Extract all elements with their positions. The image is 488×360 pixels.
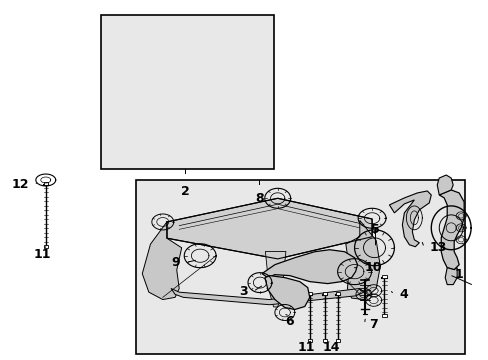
Bar (136, 180, 464, 354)
Bar (322, 292, 326, 294)
Text: 3: 3 (239, 285, 247, 298)
Polygon shape (345, 220, 380, 300)
Bar (101, 15, 273, 169)
Bar (335, 292, 339, 294)
Bar (44, 245, 48, 248)
Text: 12: 12 (11, 179, 29, 192)
Text: 4: 4 (399, 288, 407, 301)
Bar (381, 315, 386, 318)
Polygon shape (436, 175, 452, 195)
Polygon shape (438, 190, 463, 270)
Polygon shape (166, 198, 371, 259)
Bar (307, 292, 311, 294)
Polygon shape (262, 250, 357, 284)
Text: 1: 1 (453, 268, 462, 281)
Bar (335, 339, 339, 342)
Text: 9: 9 (171, 256, 180, 269)
Text: 10: 10 (364, 261, 381, 274)
Polygon shape (265, 252, 285, 307)
Text: 13: 13 (428, 241, 446, 254)
Bar (44, 182, 48, 185)
Bar (322, 339, 326, 342)
Text: 11: 11 (297, 341, 315, 354)
Polygon shape (171, 288, 363, 305)
Polygon shape (444, 268, 456, 285)
Text: 6: 6 (285, 315, 294, 328)
Text: 2: 2 (181, 185, 189, 198)
Polygon shape (142, 222, 182, 300)
Text: 14: 14 (322, 341, 340, 354)
Text: 5: 5 (370, 223, 379, 236)
Polygon shape (264, 276, 309, 310)
Bar (307, 339, 311, 342)
Polygon shape (388, 191, 430, 247)
Text: 11: 11 (34, 248, 51, 261)
Text: 7: 7 (369, 318, 378, 331)
Bar (381, 275, 386, 278)
Text: 8: 8 (254, 192, 263, 205)
